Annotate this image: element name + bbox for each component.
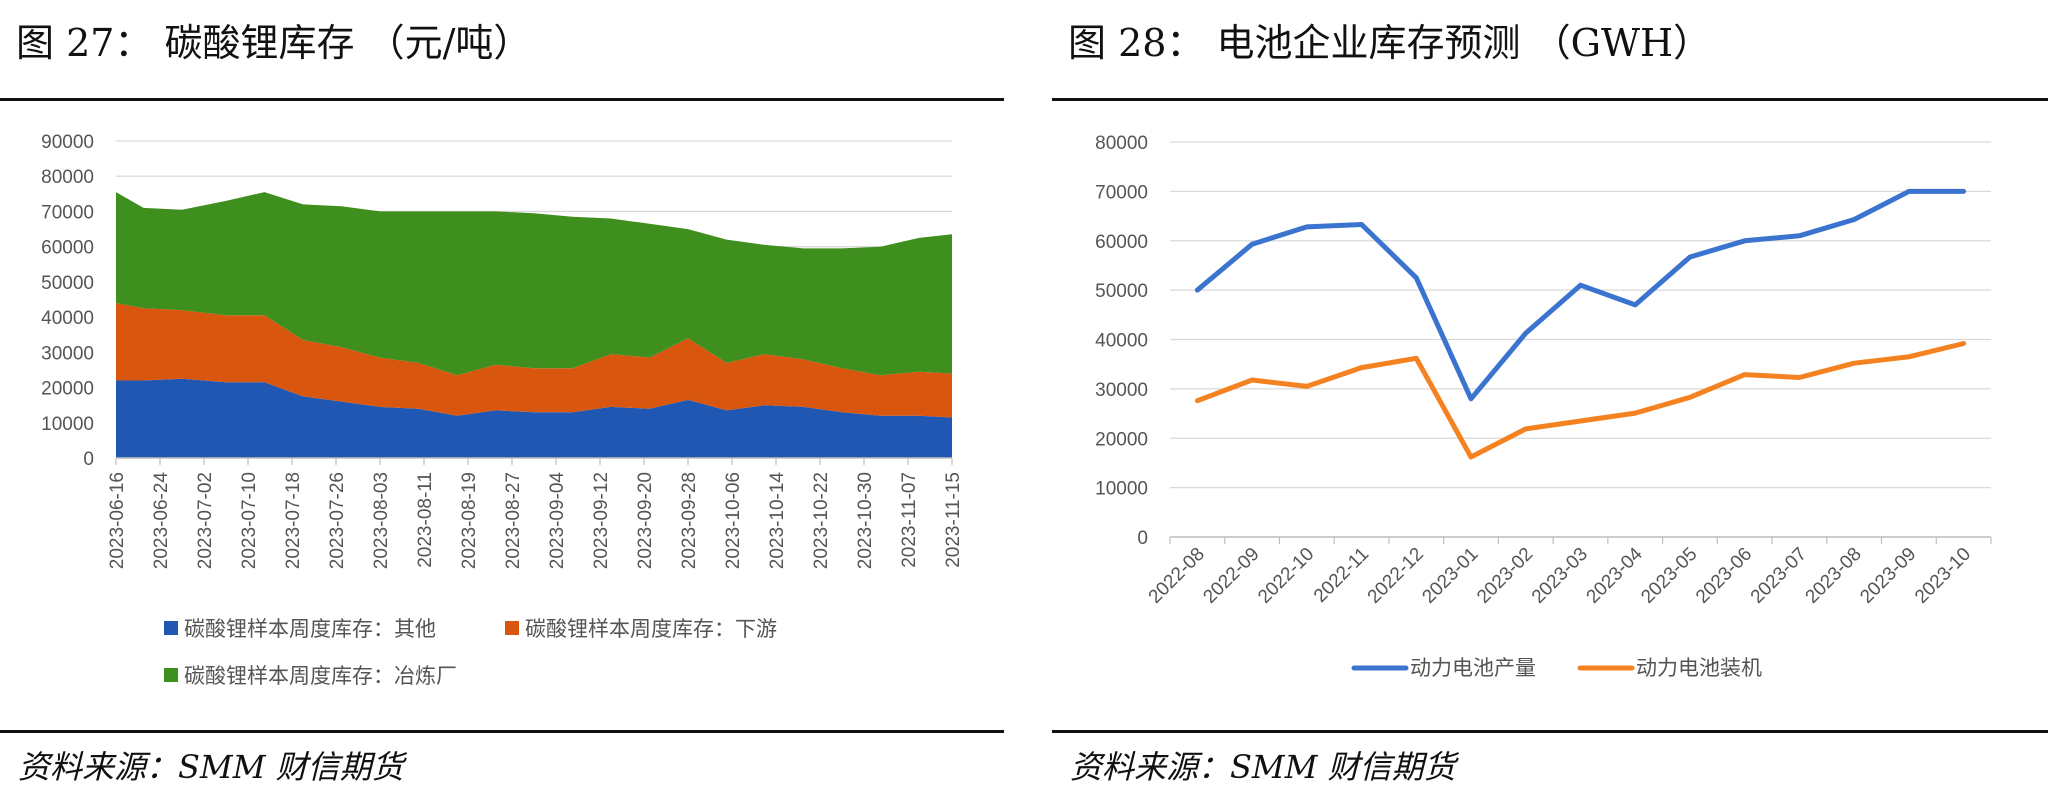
y-tick-label: 60000 (1095, 232, 1148, 253)
x-tick-label: 2023-07 (1747, 544, 1811, 608)
x-tick-label: 2022-09 (1199, 544, 1263, 608)
x-tick-label: 2023-06-16 (107, 472, 128, 569)
lithium-carbonate-inventory-chart: 0 10000 20000 30000 40000 50000 60000 70000 8000… (41, 132, 964, 688)
legend-swatch (164, 668, 178, 682)
legend-label: 动力电池装机 (1636, 656, 1762, 680)
x-tick-label: 2023-08-03 (371, 472, 392, 569)
y-tick-label: 70000 (1095, 182, 1148, 203)
x-tick-label: 2022-12 (1364, 544, 1428, 608)
x-tick-label: 2023-10-22 (811, 472, 832, 569)
x-tick-label: 2023-06 (1692, 544, 1756, 608)
legend-label: 动力电池产量 (1410, 656, 1536, 680)
legend-swatch (164, 621, 178, 635)
y-tick-label: 20000 (41, 379, 94, 400)
x-tick-label: 2023-07-26 (327, 472, 348, 569)
x-tick-label: 2023-08-19 (459, 472, 480, 569)
x-tick-label: 2023-08-11 (415, 472, 436, 568)
x-tick-label: 2023-10-06 (723, 472, 744, 569)
x-tick-label: 2023-01 (1418, 544, 1482, 608)
area-series-3 (116, 192, 952, 376)
y-tick-label: 90000 (41, 132, 94, 153)
y-tick-label: 70000 (41, 202, 94, 223)
x-tick-label: 2023-09-28 (679, 472, 700, 569)
x-tick-label: 2023-06-24 (151, 472, 172, 570)
x-tick-label: 2023-09-04 (547, 472, 568, 570)
area-series-2 (116, 303, 952, 418)
y-tick-label: 10000 (1095, 479, 1148, 500)
legend-swatch (505, 621, 519, 635)
x-tick-label: 2023-09 (1856, 544, 1920, 608)
y-tick-label: 40000 (41, 308, 94, 329)
battery-inventory-forecast-chart: 0 10000 20000 30000 40000 50000 60000 70000 8000… (1095, 133, 1992, 680)
y-tick-label: 30000 (41, 343, 94, 364)
legend-label: 碳酸锂样本周度库存：其他 (184, 617, 436, 641)
y-tick-label: 60000 (41, 238, 94, 259)
figure-28-title: 图 28： 电池企业库存预测 （GWH） (1068, 21, 1712, 65)
y-tick-label: 50000 (41, 273, 94, 294)
bottom-rule (0, 730, 1004, 733)
figure-27-panel: 图 27： 碳酸锂库存 （元/吨） 0 10000 20000 30000 40000 5… (0, 0, 1004, 792)
x-tick-label: 2023-10-14 (767, 472, 788, 570)
y-tick-label: 0 (83, 449, 94, 470)
top-rule (0, 98, 1004, 101)
x-tick-label: 2023-02 (1473, 544, 1537, 608)
x-tick-label: 2023-11-07 (899, 472, 920, 568)
x-tick-label: 2022-08 (1145, 544, 1209, 608)
figure-27-title: 图 27： 碳酸锂库存 （元/吨） (16, 21, 532, 65)
y-tick-label: 80000 (41, 167, 94, 188)
figure-27-source: 资料来源：SMM 财信期货 (18, 748, 404, 786)
top-rule (1052, 98, 2048, 101)
y-tick-label: 0 (1137, 528, 1148, 549)
x-tick-label: 2023-09-12 (591, 472, 612, 569)
legend-label: 碳酸锂样本周度库存：下游 (525, 617, 777, 641)
x-tick-label: 2023-08-27 (503, 472, 524, 569)
y-tick-label: 20000 (1095, 429, 1148, 450)
x-tick-label: 2023-03 (1528, 544, 1592, 608)
legend-label: 碳酸锂样本周度库存：冶炼厂 (184, 664, 457, 688)
x-tick-label: 2023-05 (1637, 544, 1701, 608)
x-tick-label: 2023-11-15 (943, 472, 964, 568)
x-tick-label: 2023-10 (1911, 544, 1975, 608)
x-tick-label: 2023-09-20 (635, 472, 656, 569)
x-tick-label: 2023-07-10 (239, 472, 260, 569)
x-tick-label: 2023-07-02 (195, 472, 216, 569)
x-tick-label: 2022-11 (1310, 544, 1373, 607)
figure-28-source: 资料来源：SMM 财信期货 (1070, 748, 1456, 786)
line-series-1 (1194, 188, 1967, 402)
x-tick-label: 2023-08 (1802, 544, 1866, 608)
line-series-2 (1194, 341, 1967, 460)
y-tick-label: 10000 (41, 414, 94, 435)
y-tick-label: 40000 (1095, 331, 1148, 352)
x-tick-label: 2023-04 (1583, 543, 1647, 607)
y-tick-label: 80000 (1095, 133, 1148, 154)
bottom-rule (1052, 730, 2048, 733)
x-tick-label: 2022-10 (1254, 544, 1318, 608)
x-tick-label: 2023-07-18 (283, 472, 304, 569)
y-tick-label: 30000 (1095, 380, 1148, 401)
x-tick-label: 2023-10-30 (855, 472, 876, 569)
figure-28-panel: 图 28： 电池企业库存预测 （GWH） 0 10000 20000 30000 400… (1052, 0, 2048, 792)
area-series-1 (116, 378, 952, 458)
y-tick-label: 50000 (1095, 281, 1148, 302)
